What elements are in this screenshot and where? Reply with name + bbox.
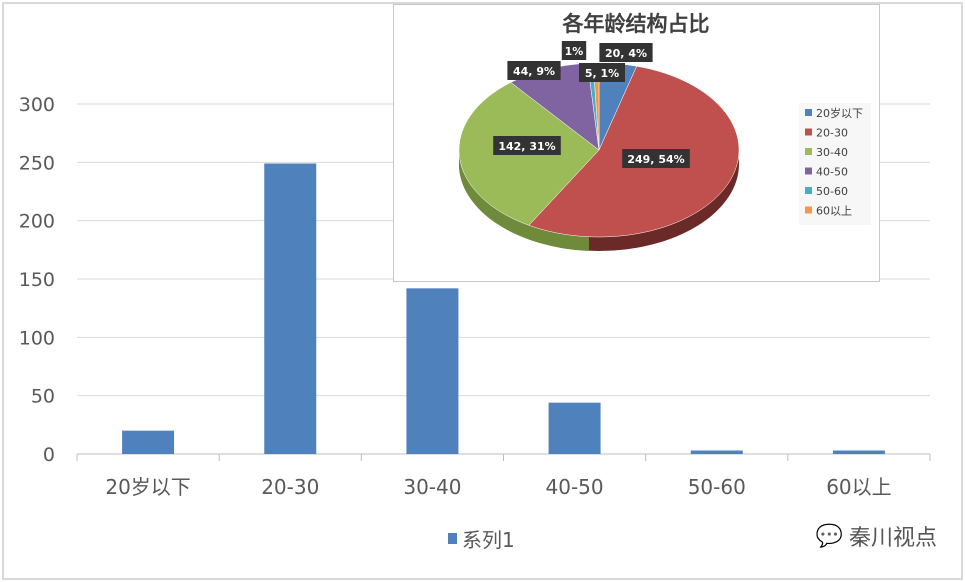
bar [690,450,743,454]
y-tick-label: 0 [43,444,55,466]
y-tick-label: 50 [31,386,55,408]
data-label-box [599,43,653,62]
data-label: 44, 9% [513,65,555,78]
wechat-icon: 💬 [815,523,843,549]
legend-label: 30-40 [816,146,848,159]
y-tick-label: 200 [19,211,55,233]
bar [264,163,317,454]
data-label: 142, 31% [498,140,555,153]
y-tick-label: 300 [19,94,55,116]
bar [406,288,459,454]
data-label-box [579,63,625,82]
legend-swatch [805,206,812,214]
y-tick-label: 250 [19,152,55,174]
legend-label: 60以上 [816,205,852,218]
x-tick-label: 30-40 [403,475,461,499]
x-tick-label: 60以上 [826,475,891,499]
legend-swatch [805,128,812,136]
pie-title: 各年龄结构占比 [562,11,710,36]
legend-label: 40-50 [816,166,848,179]
watermark-text: 秦川视点 [848,526,937,551]
x-tick-label: 50-60 [688,475,746,499]
data-label: 5, 1% [585,67,619,80]
data-label-box [493,136,561,155]
x-tick-label: 40-50 [546,475,604,499]
data-label: 1% [565,45,584,58]
legend-label: 50-60 [816,185,848,198]
data-label-box [622,149,690,168]
legend-swatch [805,167,812,175]
x-tick-label: 20-30 [261,475,319,499]
data-label: 249, 54% [627,153,684,166]
legend-label: 系列1 [462,528,515,552]
pie-chart-panel: 各年龄结构占比 20, 4% 249, 54% 142, 31% 44, 9% 1% 5, … [393,4,880,282]
bar [122,430,175,454]
y-tick-label: 150 [19,269,55,291]
legend-swatch [805,109,812,116]
data-label: 20, 4% [605,47,647,60]
pie-legend [799,103,871,225]
legend-label: 20-30 [816,127,848,140]
legend-swatch [448,533,457,544]
bar [832,450,885,454]
watermark: 💬 秦川视点 [816,520,937,552]
x-tick-label: 20岁以下 [105,475,190,499]
pie-chart: 各年龄结构占比 20, 4% 249, 54% 142, 31% 44, 9% 1%5, … [458,11,871,251]
y-tick-label: 100 [19,327,55,349]
legend-swatch [805,187,812,194]
legend-swatch [805,148,812,155]
legend-label: 20岁以下 [816,106,863,120]
data-label-box [507,61,561,80]
data-label-box [561,41,587,60]
bar [548,402,601,454]
